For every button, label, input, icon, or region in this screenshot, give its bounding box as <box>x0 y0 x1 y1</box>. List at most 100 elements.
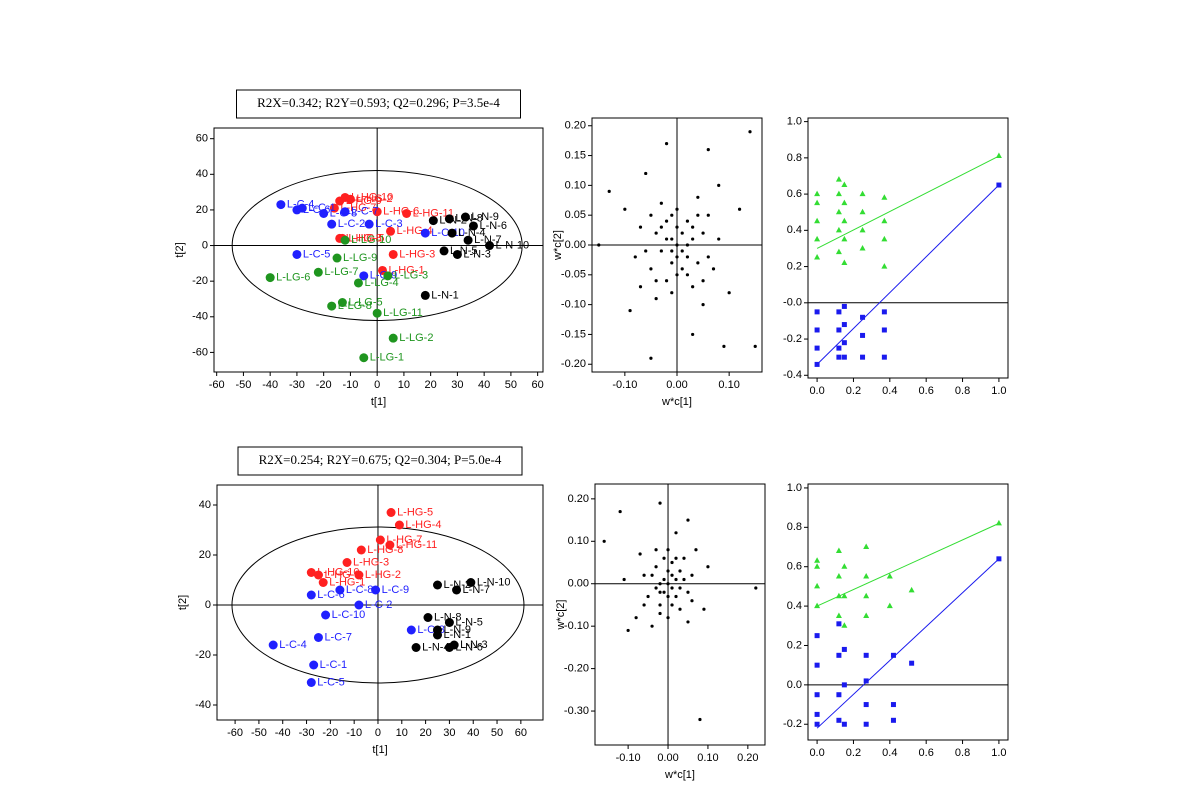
y-tick-label: 0.05 <box>565 209 586 221</box>
point-label: L-C-7 <box>324 631 352 643</box>
loading-point <box>650 573 654 577</box>
r2-point <box>814 563 821 569</box>
x-tick-label: 10 <box>398 379 410 391</box>
loading-point <box>678 607 682 611</box>
y-axis-label: w*c[2] <box>552 230 564 261</box>
r2-point <box>841 199 848 206</box>
loading-point <box>674 556 678 560</box>
q2-point <box>814 692 820 698</box>
loading-point <box>674 594 678 599</box>
x-axis-label: t[1] <box>372 744 387 756</box>
x-tick-label: 0.20 <box>737 752 758 764</box>
plot-frame <box>807 117 1009 379</box>
score-point <box>306 678 316 687</box>
q2-point <box>890 702 896 708</box>
score-point <box>297 203 307 213</box>
x-tick-label: 50 <box>505 379 517 391</box>
loading-point <box>690 599 694 603</box>
q2-point <box>860 332 866 338</box>
loading-point <box>638 225 643 229</box>
y-tick-label: 40 <box>196 168 208 180</box>
score-point <box>268 640 278 650</box>
y-tick-label: 40 <box>199 499 211 511</box>
score-point <box>306 568 316 577</box>
q2-point <box>841 303 847 309</box>
score-point <box>386 508 396 517</box>
point-label: L-LG-2 <box>399 332 433 344</box>
r2-point <box>859 208 866 215</box>
loading-point <box>646 594 650 599</box>
loading-point <box>706 148 710 152</box>
score-point <box>359 353 369 363</box>
score-point <box>354 600 364 610</box>
loading-point <box>754 586 758 590</box>
point-label: L-C-2 <box>338 218 366 230</box>
score-point <box>313 570 323 580</box>
loading-point <box>691 285 695 289</box>
x-tick-label: 0.0 <box>809 747 824 759</box>
x-axis-label: t[1] <box>371 396 386 408</box>
r2-point <box>814 199 821 206</box>
y-tick-label: -0.05 <box>561 269 586 281</box>
loading-point <box>644 171 648 176</box>
loading-point <box>674 577 678 582</box>
r2-point <box>886 573 893 579</box>
r2-point <box>863 543 870 550</box>
y-tick-label: 0.10 <box>565 179 586 191</box>
x-tick-label: 50 <box>491 727 503 739</box>
q2-point <box>814 633 820 639</box>
r2-point <box>881 194 888 200</box>
point-label: L-HG-8 <box>367 544 403 556</box>
loading-point <box>664 142 669 146</box>
r2-point <box>814 235 821 242</box>
score-point <box>345 194 355 204</box>
r2-point <box>863 592 870 599</box>
y-tick-label: -0.30 <box>564 705 589 717</box>
loading-point <box>701 279 705 283</box>
hotelling-ellipse <box>231 170 523 322</box>
point-label: L-N-2 <box>444 579 472 591</box>
loading-point <box>658 611 662 616</box>
point-label: L-HG-5 <box>348 232 384 244</box>
x-tick-label: 20 <box>419 727 431 739</box>
loading-point <box>685 273 690 277</box>
q2-point <box>836 345 842 351</box>
y-tick-label: 1.0 <box>787 482 802 494</box>
r2-point <box>995 152 1002 159</box>
y-tick-label: 20 <box>196 204 208 216</box>
x-tick-label: -60 <box>227 727 243 739</box>
y-tick-label: 0.2 <box>787 260 802 272</box>
score-point <box>372 308 382 318</box>
score-point <box>292 249 302 259</box>
score-point <box>386 226 396 236</box>
point-label: L-LG-1 <box>370 352 404 364</box>
loading-point <box>628 308 632 313</box>
point-label: L-C-1 <box>320 659 348 671</box>
y-tick-label: 20 <box>199 549 211 561</box>
y-tick-label: -0.20 <box>561 358 586 370</box>
x-tick-label: 0.10 <box>697 752 718 764</box>
score-point <box>356 545 366 555</box>
x-tick-label: -0.10 <box>616 752 641 764</box>
y-axis-label: t[2] <box>177 595 189 610</box>
point-label: L-N-4 <box>458 227 486 239</box>
score-point <box>406 625 416 635</box>
score-point <box>420 228 430 238</box>
point-label: L-C-10 <box>332 609 366 621</box>
q2-point <box>814 361 820 367</box>
y-tick-label: -0.20 <box>564 663 589 675</box>
q2-point <box>836 621 842 627</box>
r2-point <box>835 226 842 233</box>
y-tick-label: 0.20 <box>565 120 586 132</box>
y-tick-label: -0.2 <box>783 718 802 730</box>
x-tick-label: -60 <box>209 379 225 391</box>
q2-point <box>836 717 842 723</box>
r2-point <box>835 176 842 182</box>
plot-frame <box>807 483 1009 741</box>
x-tick-label: -30 <box>299 727 315 739</box>
x-tick-label: -30 <box>289 379 305 391</box>
r2-point <box>814 190 821 197</box>
loading-point <box>680 249 684 253</box>
loading-point <box>685 219 690 223</box>
